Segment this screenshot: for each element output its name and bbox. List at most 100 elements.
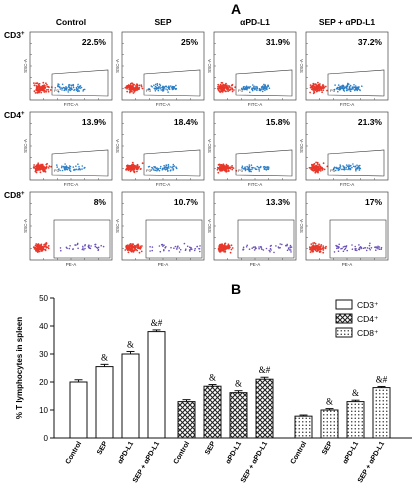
gate xyxy=(329,219,387,259)
legend-label: CD3⁺ xyxy=(357,300,379,310)
row-label: CD3+ xyxy=(4,30,25,40)
gate xyxy=(327,69,385,97)
event-cloud xyxy=(216,81,271,94)
bar xyxy=(255,378,274,439)
category-label: SEP xyxy=(96,440,109,456)
gate-percentage: 10.7% xyxy=(174,197,199,207)
significance-mark: & xyxy=(209,373,216,383)
x-axis-label: FITC-A xyxy=(156,182,171,187)
event-cloud xyxy=(125,161,178,174)
gate-label: P3 xyxy=(238,88,244,93)
scatter-plot: SSC-A FITC-A P3 15.8% xyxy=(207,111,297,187)
legend-label: CD4⁺ xyxy=(357,314,379,324)
x-axis-label: PE-A xyxy=(66,262,77,267)
column-header: Control xyxy=(56,17,86,27)
y-tick-label: 30 xyxy=(39,350,48,359)
bar xyxy=(346,401,365,439)
x-axis-label: FITC-A xyxy=(340,102,355,107)
event-cloud xyxy=(308,242,383,254)
gate-percentage: 8% xyxy=(94,197,107,207)
gate-percentage: 17% xyxy=(365,197,382,207)
panel-a-letter: A xyxy=(231,1,241,17)
gate-label: P3 xyxy=(146,168,152,173)
y-tick-label: 0 xyxy=(44,434,49,443)
significance-mark: &# xyxy=(376,374,388,384)
legend-swatch xyxy=(335,313,353,324)
gate xyxy=(237,219,295,259)
gate xyxy=(235,149,293,177)
bar xyxy=(372,387,391,439)
scatter-plot: SSC-A PE-A 13.3% xyxy=(207,191,297,267)
row-label: CD8+ xyxy=(4,190,25,200)
x-axis-label: FITC-A xyxy=(64,182,79,187)
gate xyxy=(235,69,293,97)
scatter-plot: SSC-A PE-A 10.7% xyxy=(115,191,205,267)
gate-percentage: 37.2% xyxy=(358,37,383,47)
event-cloud xyxy=(124,82,178,94)
column-header: SEP xyxy=(154,17,171,27)
gate-label: P3 xyxy=(54,168,60,173)
significance-mark: & xyxy=(127,339,134,349)
bar xyxy=(229,392,248,439)
category-label: SEP xyxy=(204,440,217,456)
bar xyxy=(320,409,339,439)
event-cloud xyxy=(32,162,86,174)
x-axis-label: FITC-A xyxy=(340,182,355,187)
gate xyxy=(143,69,201,97)
y-tick-label: 20 xyxy=(39,378,48,387)
x-axis-label: FITC-A xyxy=(64,102,79,107)
bar xyxy=(147,331,166,439)
bar xyxy=(121,353,140,439)
category-label: SEP + αPD-L1 xyxy=(240,440,269,484)
y-tick-label: 40 xyxy=(39,322,48,331)
x-axis-label: FITC-A xyxy=(248,182,263,187)
significance-mark: & xyxy=(352,388,359,398)
column-header: αPD-L1 xyxy=(240,17,270,27)
gate-percentage: 15.8% xyxy=(266,117,291,127)
event-cloud xyxy=(217,242,293,254)
scatter-plot: SSC-A FITC-A P3 21.3% xyxy=(299,111,389,187)
gate xyxy=(143,149,201,177)
category-label: SEP xyxy=(321,440,334,456)
gate-label: P3 xyxy=(238,168,244,173)
event-cloud xyxy=(309,81,363,95)
bar xyxy=(177,401,196,439)
series-0: Control & SEP & αPD-L1 &# SEP + αPD-L1 xyxy=(65,318,166,484)
y-axis-label: SSC-A xyxy=(299,139,304,153)
series-1: Control & SEP & αPD-L1 &# SEP + αPD-L1 xyxy=(173,365,274,484)
category-label: αPD-L1 xyxy=(117,440,135,465)
y-axis-label: SSC-A xyxy=(207,219,212,233)
y-axis-label: SSC-A xyxy=(299,59,304,73)
y-axis-label: SSC-A xyxy=(207,139,212,153)
significance-mark: &# xyxy=(151,318,163,328)
legend-swatch xyxy=(335,299,353,310)
y-tick-label: 50 xyxy=(39,294,48,303)
significance-mark: & xyxy=(326,397,333,407)
x-axis-label: FITC-A xyxy=(248,102,263,107)
bar xyxy=(95,366,114,439)
y-axis-title: % T lymphocytes in spleen xyxy=(15,317,24,419)
x-axis-label: PE-A xyxy=(158,262,169,267)
gate-percentage: 22.5% xyxy=(82,37,107,47)
gate-percentage: 25% xyxy=(181,37,198,47)
event-cloud xyxy=(124,242,201,254)
bar xyxy=(203,385,222,439)
x-axis-label: PE-A xyxy=(250,262,261,267)
gate-percentage: 18.4% xyxy=(174,117,199,127)
legend-label: CD8⁺ xyxy=(357,328,379,338)
scatter-plot: SSC-A PE-A 8% xyxy=(23,191,113,267)
significance-mark: & xyxy=(235,379,242,389)
scatter-plot: SSC-A PE-A 17% xyxy=(299,191,389,267)
gate-percentage: 31.9% xyxy=(266,37,291,47)
event-cloud xyxy=(216,163,270,174)
category-label: αPD-L1 xyxy=(342,440,360,465)
event-cloud xyxy=(33,81,86,94)
gate-label: P3 xyxy=(330,168,336,173)
gate-label: P3 xyxy=(330,88,336,93)
category-label: SEP + αPD-L1 xyxy=(357,440,386,484)
category-label: Control xyxy=(65,440,84,465)
category-label: αPD-L1 xyxy=(225,440,243,465)
gate-label: P3 xyxy=(54,88,60,93)
bar xyxy=(294,415,313,439)
category-label: Control xyxy=(290,440,309,465)
